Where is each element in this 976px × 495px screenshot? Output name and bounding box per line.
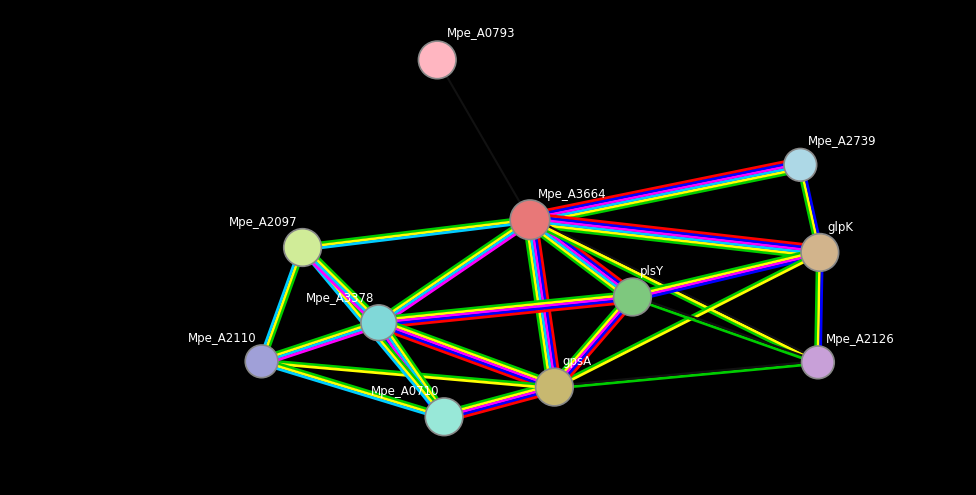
Ellipse shape [784, 148, 817, 181]
Text: Mpe_A0710: Mpe_A0710 [371, 385, 439, 398]
Ellipse shape [510, 200, 549, 240]
Text: Mpe_A2739: Mpe_A2739 [808, 135, 876, 148]
Text: plsY: plsY [640, 265, 665, 278]
Text: Mpe_A3664: Mpe_A3664 [538, 188, 606, 201]
Ellipse shape [426, 398, 463, 436]
Ellipse shape [801, 346, 834, 379]
Ellipse shape [801, 234, 838, 271]
Text: Mpe_A2110: Mpe_A2110 [188, 332, 257, 345]
Text: Mpe_A2126: Mpe_A2126 [826, 333, 894, 346]
Ellipse shape [419, 41, 456, 79]
Ellipse shape [361, 305, 396, 341]
Ellipse shape [614, 278, 651, 316]
Text: Mpe_A3378: Mpe_A3378 [305, 292, 374, 305]
Text: glpK: glpK [828, 221, 854, 234]
Ellipse shape [245, 345, 278, 378]
Text: gpsA: gpsA [562, 355, 591, 368]
Text: Mpe_A2097: Mpe_A2097 [229, 216, 298, 229]
Ellipse shape [284, 229, 321, 266]
Text: Mpe_A0793: Mpe_A0793 [447, 27, 515, 40]
Ellipse shape [536, 368, 573, 406]
